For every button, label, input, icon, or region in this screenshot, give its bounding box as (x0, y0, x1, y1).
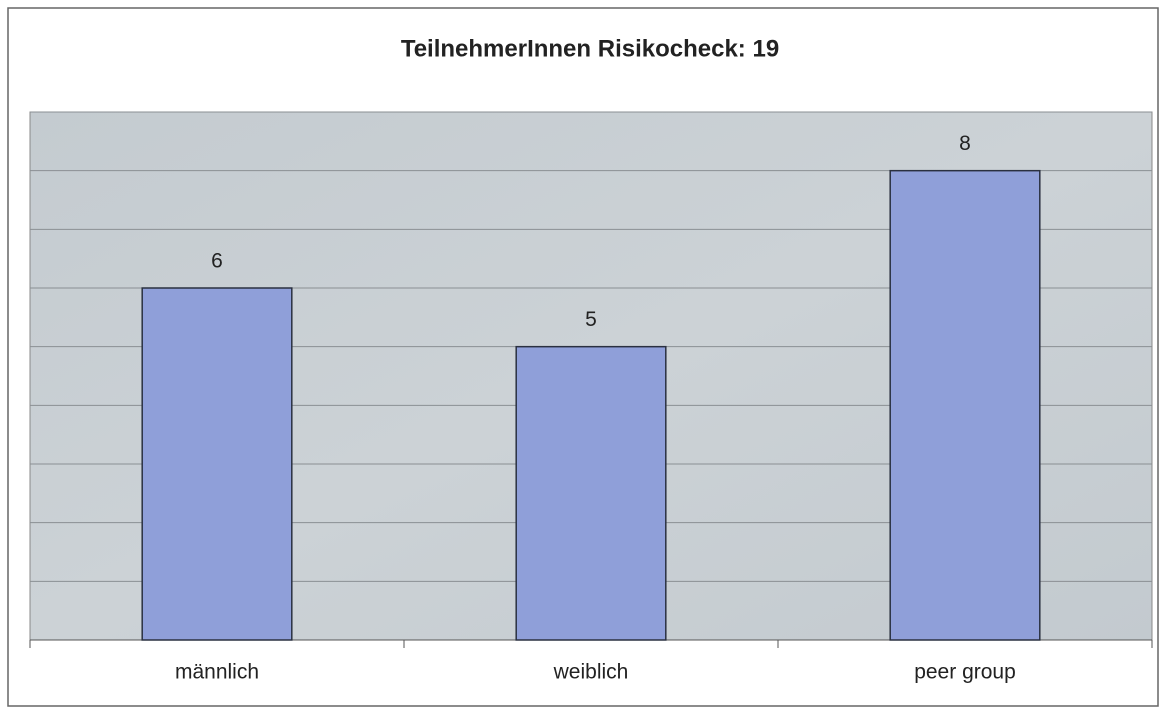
x-tick-label: männlich (175, 661, 259, 684)
data-label: 8 (959, 132, 971, 155)
bar (889, 169, 1041, 641)
x-tick-label: peer group (914, 661, 1016, 684)
bar (515, 345, 667, 641)
data-label: 5 (585, 308, 597, 331)
chart-title: TeilnehmerInnen Risikocheck: 19 (401, 35, 779, 62)
data-label: 6 (211, 250, 223, 273)
x-tick-label: weiblich (553, 661, 629, 684)
bar (141, 287, 293, 641)
